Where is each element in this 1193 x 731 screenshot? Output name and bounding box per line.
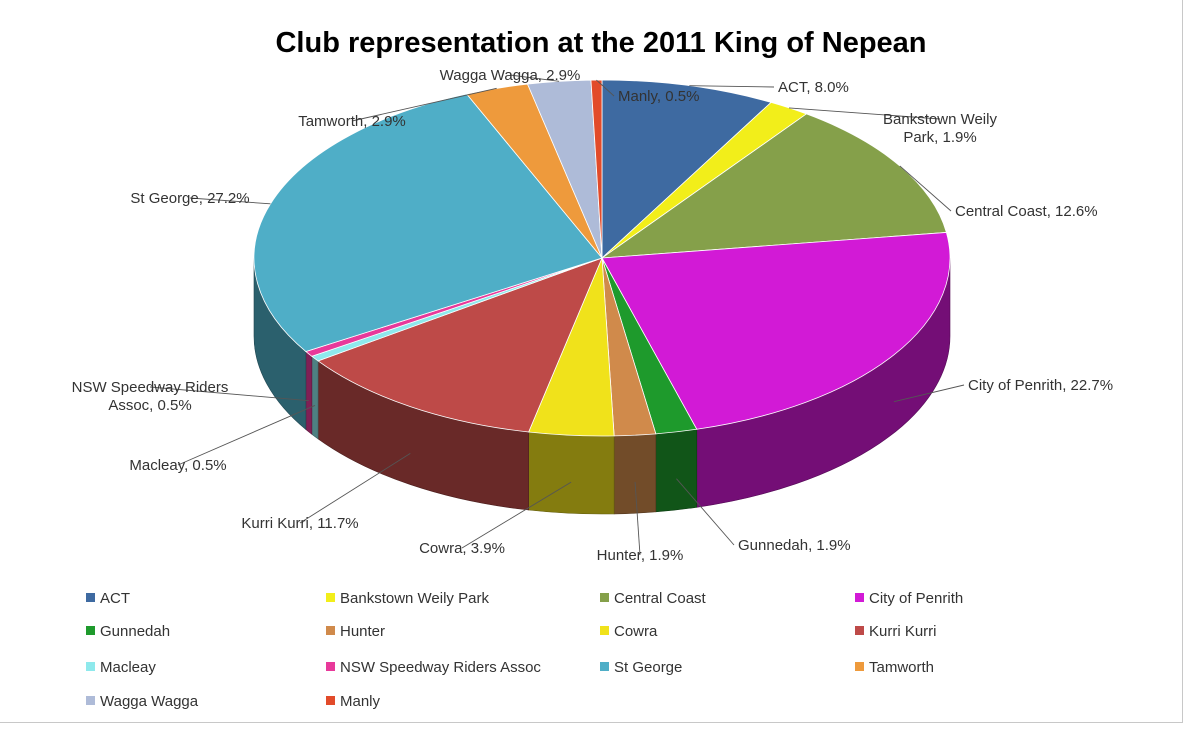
legend-item-gunnedah: Gunnedah [86,623,170,640]
legend-label: Macleay [100,659,156,676]
legend-item-hunter: Hunter [326,623,385,640]
leader-bankstown-weily-park [789,107,941,120]
legend-swatch [86,662,95,671]
legend-label: Tamworth [869,659,934,676]
slice-label-act: ACT, 8.0% [778,79,849,96]
legend-swatch [326,626,335,635]
leader-kurri-kurri [299,452,411,524]
legend-item-kurri-kurri: Kurri Kurri [855,623,937,640]
legend-label: Wagga Wagga [100,693,199,710]
legend-swatch [326,593,335,602]
legend-item-bankstown-weily-park: Bankstown Weily Park [326,590,489,607]
legend-label: ACT [100,590,130,607]
leader-hunter [634,481,641,556]
slice-label-city-of-penrith: City of Penrith, 22.7% [968,377,1113,394]
leader-central-coast [899,165,952,212]
leader-tamworth [351,87,497,122]
pie-slices [253,79,951,437]
legend-label: St George [614,659,682,676]
slice-label-macleay: Macleay, 0.5% [129,457,226,474]
slice-city-of-penrith [601,231,951,430]
legend-swatch [600,626,609,635]
legend-swatch [600,662,609,671]
slice-side-hunter [613,433,657,515]
legend-swatch [855,662,864,671]
slice-side-macleay [311,355,319,440]
legend-label: Hunter [340,623,385,640]
legend-item-macleay: Macleay [86,659,156,676]
legend-swatch [855,626,864,635]
legend-item-wagga-wagga: Wagga Wagga [86,693,199,710]
leader-macleay [177,405,316,466]
legend-label: NSW Speedway Riders Assoc [340,659,541,676]
leader-st-george [189,197,271,205]
legend-label: Cowra [614,623,658,640]
slice-label-nsw-speedway-riders-assoc: NSW Speedway Riders Assoc, 0.5% [72,379,229,414]
slice-label-cowra: Cowra, 3.9% [419,540,505,557]
legend-label: Bankstown Weily Park [340,590,489,607]
slice-labels: ACT, 8.0% Bankstown Weily Park, 1.9% Centra… [72,67,1113,564]
leader-gunnedah [676,478,735,546]
slice-label-st-george: St George, 27.2% [130,190,249,207]
legend-swatch [86,626,95,635]
legend: ACT Bankstown Weily Park Central Coast City… [86,590,963,710]
slice-label-manly: Manly, 0.5% [618,88,699,105]
legend-item-st-george: St George [600,659,682,676]
leader-city-of-penrith [893,384,965,403]
slice-kurri-kurri [317,257,603,433]
legend-label: Manly [340,693,381,710]
slice-label-kurri-kurri: Kurri Kurri, 11.7% [241,515,358,532]
slice-side-gunnedah [655,428,698,513]
legend-item-city-of-penrith: City of Penrith [855,590,963,607]
leader-manly [596,79,615,97]
legend-swatch [326,662,335,671]
legend-label: Central Coast [614,590,707,607]
legend-swatch [326,696,335,705]
leader-nsw-speedway-riders-assoc [149,386,309,402]
legend-item-tamworth: Tamworth [855,659,934,676]
label-leader-lines [149,74,965,556]
leader-cowra [461,481,572,549]
legend-label: Gunnedah [100,623,170,640]
legend-label: City of Penrith [869,590,963,607]
leader-wagga-wagga [509,74,560,82]
slice-label-bankstown-weily-park: Bankstown Weily Park, 1.9% [883,111,997,146]
legend-item-cowra: Cowra [600,623,658,640]
leader-act [689,85,775,88]
slice-st-george [253,93,603,352]
legend-item-nsw-speedway-riders-assoc: NSW Speedway Riders Assoc [326,659,541,676]
slice-label-gunnedah: Gunnedah, 1.9% [738,537,851,554]
legend-swatch [86,593,95,602]
chart-title: Club representation at the 2011 King of … [275,27,926,59]
slice-label-wagga-wagga: Wagga Wagga, 2.9% [440,67,581,84]
legend-label: Kurri Kurri [869,623,937,640]
legend-item-act: ACT [86,590,130,607]
legend-swatch [855,593,864,602]
legend-item-manly: Manly [326,693,381,710]
slice-label-hunter: Hunter, 1.9% [597,547,684,564]
slice-side-nsw-speedway-riders-assoc [305,350,313,435]
slice-side-cowra [528,431,615,515]
slice-label-tamworth: Tamworth, 2.9% [298,113,406,130]
legend-swatch [86,696,95,705]
legend-swatch [600,593,609,602]
slice-label-central-coast: Central Coast, 12.6% [955,203,1098,220]
legend-item-central-coast: Central Coast [600,590,707,607]
